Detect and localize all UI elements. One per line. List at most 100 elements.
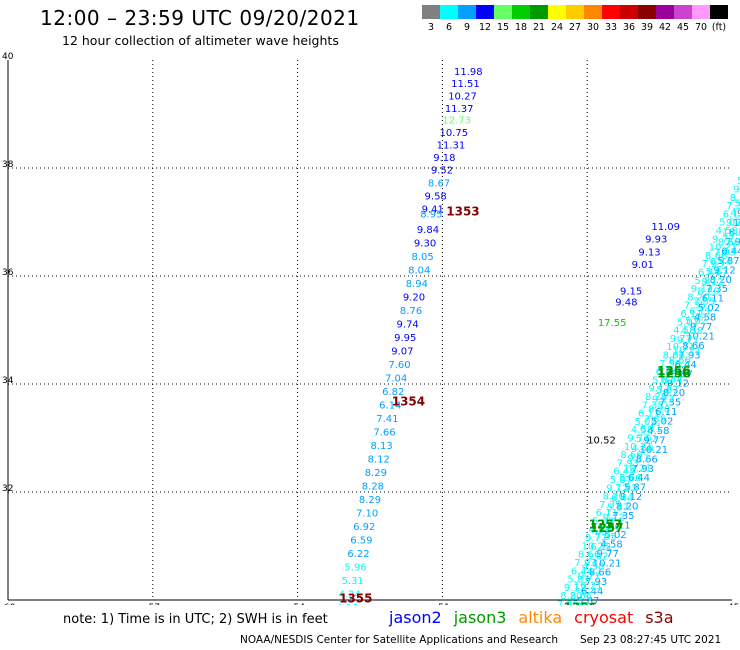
y-tick-label: 40 [2, 52, 14, 62]
dense-track-label: 9.77 [597, 549, 619, 560]
colorbar-item: 27 [566, 5, 584, 33]
dense-track-label: 7.35 [594, 532, 616, 543]
dense-track-label: 10.21 [733, 218, 740, 229]
swh-label: 10.27 [448, 91, 477, 102]
dense-track-label: 9.12 [564, 583, 586, 594]
dense-track-label: 6.44 [721, 246, 740, 257]
swh-label: 8.94 [406, 279, 428, 290]
swh-label: 9.13 [638, 247, 660, 258]
dense-track-label: 5.87 [577, 596, 599, 605]
dense-track-label: 7.35 [726, 201, 740, 212]
dense-track-label: 7.35 [612, 511, 634, 522]
colorbar-item: (ft) [710, 5, 728, 33]
swh-label: 8.04 [408, 265, 430, 276]
dense-track-label: 9.12 [713, 265, 735, 276]
pass-annotation: 1257 [589, 518, 622, 532]
dense-track-label: 8.20 [616, 502, 638, 513]
swh-label: 11.51 [451, 79, 480, 90]
swh-label: 7.60 [388, 360, 410, 371]
dense-track-label: 4.58 [632, 444, 654, 455]
dense-track-label: 5.02 [636, 434, 658, 445]
colorbar-label: 6 [445, 22, 453, 33]
dense-track-label: 6.11 [640, 424, 662, 435]
dense-track-label: 6.11 [689, 306, 711, 317]
colorbar-label: 42 [658, 22, 672, 33]
swh-label: 11.31 [437, 141, 466, 152]
generated-timestamp: Sep 23 08:27:45 UTC 2021 [580, 634, 722, 646]
dense-track-label: 9.77 [585, 533, 607, 544]
swh-label: 9.18 [433, 153, 455, 164]
dense-track-label: 8.20 [687, 292, 709, 303]
swh-label: 9.95 [394, 333, 416, 344]
dense-track-label: 8.66 [705, 251, 727, 262]
colorbar-label: 33 [604, 22, 618, 33]
dense-track-label: 10.21 [709, 243, 738, 254]
colorbar-label: 36 [622, 22, 636, 33]
dense-track-label: 9.77 [737, 209, 740, 220]
colorbar-swatch [476, 5, 494, 19]
colorbar-label: (ft) [711, 22, 727, 33]
colorbar-label: 45 [676, 22, 690, 33]
dense-track-label: 7.93 [702, 259, 724, 270]
legend-item-jason3: jason3 [453, 608, 507, 627]
swh-label: 12.73 [442, 116, 471, 127]
dense-track-label: 9.77 [643, 435, 665, 446]
dense-track-label: 7.93 [617, 458, 639, 469]
y-tick-label: 36 [2, 268, 14, 278]
swh-label: 5.31 [342, 576, 364, 587]
x-tick-label: -48 [580, 603, 595, 605]
colorbar-label: 39 [640, 22, 654, 33]
swh-label: 6.14 [379, 400, 401, 411]
colorbar-swatch [638, 5, 656, 19]
colorbar-swatch [710, 5, 728, 19]
swh-label: 6.82 [382, 387, 404, 398]
colorbar-swatch [602, 5, 620, 19]
dense-track-label: 7.35 [684, 301, 706, 312]
swh-label: 17.55 [598, 318, 627, 329]
dense-track-label: 5.87 [694, 276, 716, 287]
dense-track-label: 6.44 [698, 268, 720, 279]
colorbar-label: 15 [496, 22, 510, 33]
x-tick-label: -60 [1, 603, 16, 605]
colorbar-item: 9 [458, 5, 476, 33]
dense-track-label: 9.12 [606, 483, 628, 494]
swh-label: 9.01 [632, 260, 654, 271]
colorbar-label: 12 [478, 22, 492, 33]
dense-track-label: 6.11 [596, 508, 618, 519]
dense-track-label: 5.02 [698, 303, 720, 314]
dense-track-label: 7.93 [566, 601, 588, 605]
dense-track-label: 8.20 [697, 287, 719, 298]
dense-track-label: 10.21 [666, 342, 695, 353]
dense-track-label: 6.44 [675, 360, 697, 371]
dense-track-label: 8.20 [603, 492, 625, 503]
dense-track-label: 7.93 [725, 237, 740, 248]
colorbar-swatch [530, 5, 548, 19]
colorbar-swatch [494, 5, 512, 19]
legend-item-jason2: jason2 [389, 608, 442, 627]
swh-label: 9.93 [645, 235, 667, 246]
dense-track-label: 5.02 [586, 552, 608, 563]
colorbar-swatch [512, 5, 530, 19]
dense-track-label: 7.35 [659, 398, 681, 409]
colorbar-label: 70 [694, 22, 708, 33]
dense-track-label: 6.44 [611, 493, 633, 504]
colorbar-item: 15 [494, 5, 512, 33]
swh-label: 11.37 [445, 104, 474, 115]
swh-label: 9.30 [414, 238, 436, 249]
legend-item-altika: altika [518, 608, 563, 627]
dense-track-label: 10.21 [623, 463, 652, 474]
dense-track-label: 9.12 [652, 395, 674, 406]
dense-track-label: 9.77 [670, 334, 692, 345]
pass-annotation: 1256 [564, 600, 597, 605]
dense-track-label: 5.02 [677, 317, 699, 328]
dense-track-label: 7.93 [659, 359, 681, 370]
colorbar-item: 3 [422, 5, 440, 33]
wave-height-map: -60-57-54-51-48-453234363840 4.585.026.1… [1, 52, 740, 605]
colorbar-swatch [674, 5, 692, 19]
swh-label: 10.75 [440, 128, 469, 139]
dense-track-label: 10.21 [722, 228, 740, 239]
dense-track-label: 5.02 [592, 517, 614, 528]
dense-track-label: 9.77 [578, 571, 600, 582]
dense-track-label: 10.21 [581, 541, 610, 552]
dense-track-label: 7.93 [574, 558, 596, 569]
